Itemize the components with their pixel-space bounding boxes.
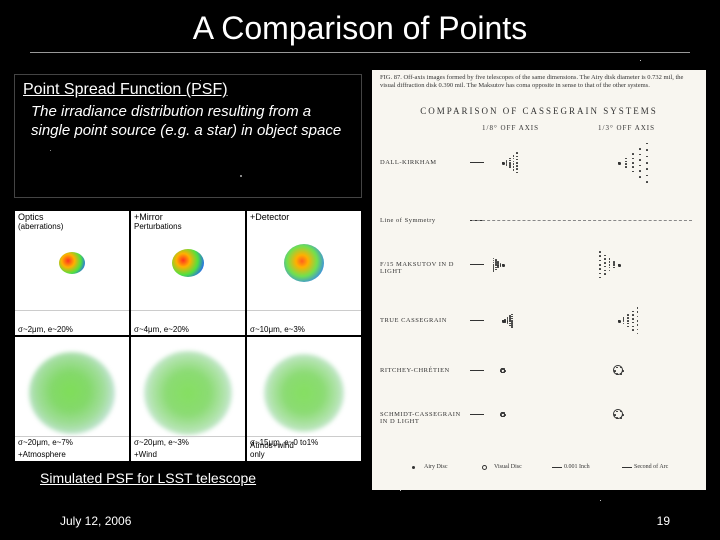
psf-body: The irradiance distribution resulting fr…: [23, 103, 353, 141]
psf-cell-sigma-label: σ~20μm, e~3%: [134, 438, 189, 447]
psf-cell-sub-label: (aberrations): [18, 222, 63, 231]
psf-blob: [172, 249, 204, 277]
slide-title: A Comparison of Points: [0, 10, 720, 47]
psf-cell-top-label: +Detector: [250, 212, 289, 222]
footer-date: July 12, 2006: [60, 514, 131, 528]
psf-cell-extra-label: +Atmosphere: [18, 450, 66, 459]
simulated-psf-figure: Optics(aberrations) σ~2μm, e~20% +MirrorPe…: [14, 210, 362, 462]
psf-cell-sub-label: Perturbations: [134, 222, 182, 231]
legend-label: Second of Arc: [634, 464, 668, 470]
psf-cell: σ~20μm, e~3% +Wind: [130, 336, 246, 462]
column-header: 1/8° OFF AXIS: [482, 124, 539, 132]
symmetry-line: [472, 220, 692, 221]
psf-blob: [264, 354, 344, 432]
footer-page-number: 19: [657, 514, 670, 528]
psf-heading: Point Spread Function (PSF): [23, 81, 353, 99]
legend-label: Visual Disc: [494, 464, 522, 470]
psf-cell-extra-label: +Wind: [134, 450, 157, 459]
legend-symbol: [482, 465, 487, 470]
legend-label: 0.001 Inch: [564, 464, 590, 470]
legend-symbol: [622, 467, 632, 468]
column-header: 1/3° OFF AXIS: [598, 124, 655, 132]
psf-blob: [284, 244, 324, 282]
psf-cell: σ~15μm, e~0 to1%Atmos+wind only: [246, 336, 362, 462]
psf-cell: σ~20μm, e~7% +Atmosphere: [14, 336, 130, 462]
simulated-psf-caption: Simulated PSF for LSST telescope: [40, 470, 256, 486]
legend-label: Airy Disc: [424, 464, 448, 470]
psf-cell-top-label: +Mirror: [134, 212, 163, 222]
psf-cell-extra-label: Atmos+wind only: [250, 441, 294, 459]
row-label: Line of Symmetry: [380, 217, 470, 224]
psf-blob: [29, 352, 115, 434]
legend-symbol: [412, 466, 415, 469]
row-label: RITCHEY-CHRÉTIEN: [380, 367, 470, 374]
row-label: TRUE CASSEGRAIN: [380, 317, 470, 324]
psf-blob: [144, 351, 232, 435]
row-label: DALL-KIRKHAM: [380, 159, 470, 166]
psf-cell: +Detector σ~10μm, e~3%: [246, 210, 362, 336]
title-underline: [30, 52, 690, 53]
legend-symbol: [552, 467, 562, 468]
cassegrain-comparison-figure: FIG. 87. Off-axis images formed by five …: [372, 70, 706, 490]
psf-cell-sigma-label: σ~2μm, e~20%: [18, 325, 73, 334]
figure-title: COMPARISON OF CASSEGRAIN SYSTEMS: [372, 106, 706, 116]
psf-cell-sigma-label: σ~4μm, e~20%: [134, 325, 189, 334]
row-label: F/15 MAKSUTOV IN D LIGHT: [380, 261, 470, 275]
psf-definition-box: Point Spread Function (PSF) The irradian…: [14, 74, 362, 198]
figure-caption: FIG. 87. Off-axis images formed by five …: [380, 74, 698, 90]
psf-cell: Optics(aberrations) σ~2μm, e~20%: [14, 210, 130, 336]
psf-cell: +MirrorPerturbations σ~4μm, e~20%: [130, 210, 246, 336]
psf-cell-top-label: Optics: [18, 212, 44, 222]
psf-cell-sigma-label: σ~20μm, e~7%: [18, 438, 73, 447]
psf-blob: [59, 252, 85, 274]
psf-cell-sigma-label: σ~10μm, e~3%: [250, 325, 305, 334]
row-label: SCHMIDT-CASSEGRAIN IN D LIGHT: [380, 411, 470, 425]
